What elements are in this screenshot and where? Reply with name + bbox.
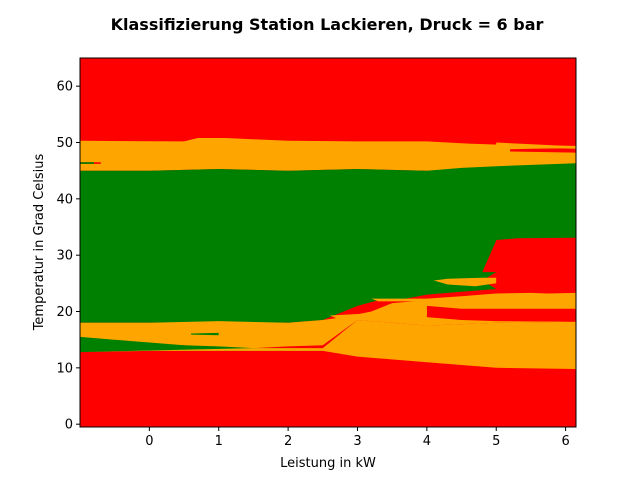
y-tick-label: 40 [56, 192, 73, 207]
y-tick-label: 0 [65, 418, 73, 433]
region-red-11 [496, 237, 576, 243]
y-axis-label: Temperatur in Grad Celsius [32, 153, 47, 331]
y-tick-label: 20 [56, 305, 73, 320]
x-tick-label: 0 [145, 434, 153, 449]
region-orange-1 [80, 138, 576, 171]
y-axis: 0 10 20 30 40 50 60 [56, 80, 80, 433]
region-green-16 [191, 332, 219, 336]
y-tick-label: 60 [56, 80, 73, 95]
region-red-6 [426, 305, 576, 322]
region-orange-10 [329, 310, 427, 319]
x-tick-label: 6 [561, 434, 569, 449]
chart-title: Klassifizierung Station Lackieren, Druck… [111, 15, 544, 34]
x-tick-label: 2 [284, 434, 292, 449]
x-axis: 0 1 2 3 4 5 6 [145, 427, 570, 449]
y-tick-label: 50 [56, 136, 73, 151]
y-tick-label: 10 [56, 361, 73, 376]
region-orange-13 [496, 142, 576, 149]
region-orange-9 [371, 292, 576, 302]
y-tick-label: 30 [56, 249, 73, 264]
region-orange-8 [433, 277, 497, 287]
x-tick-label: 1 [215, 434, 223, 449]
region-orange-5 [80, 320, 576, 369]
x-tick-label: 3 [353, 434, 361, 449]
region-red-7 [482, 270, 576, 292]
heatmap-regions [80, 58, 576, 427]
x-tick-label: 5 [492, 434, 500, 449]
x-axis-label: Leistung in kW [280, 456, 376, 471]
x-tick-label: 4 [423, 434, 431, 449]
plot-frame [79, 57, 577, 428]
region-red-12 [510, 148, 576, 153]
region-green-14 [80, 162, 94, 164]
